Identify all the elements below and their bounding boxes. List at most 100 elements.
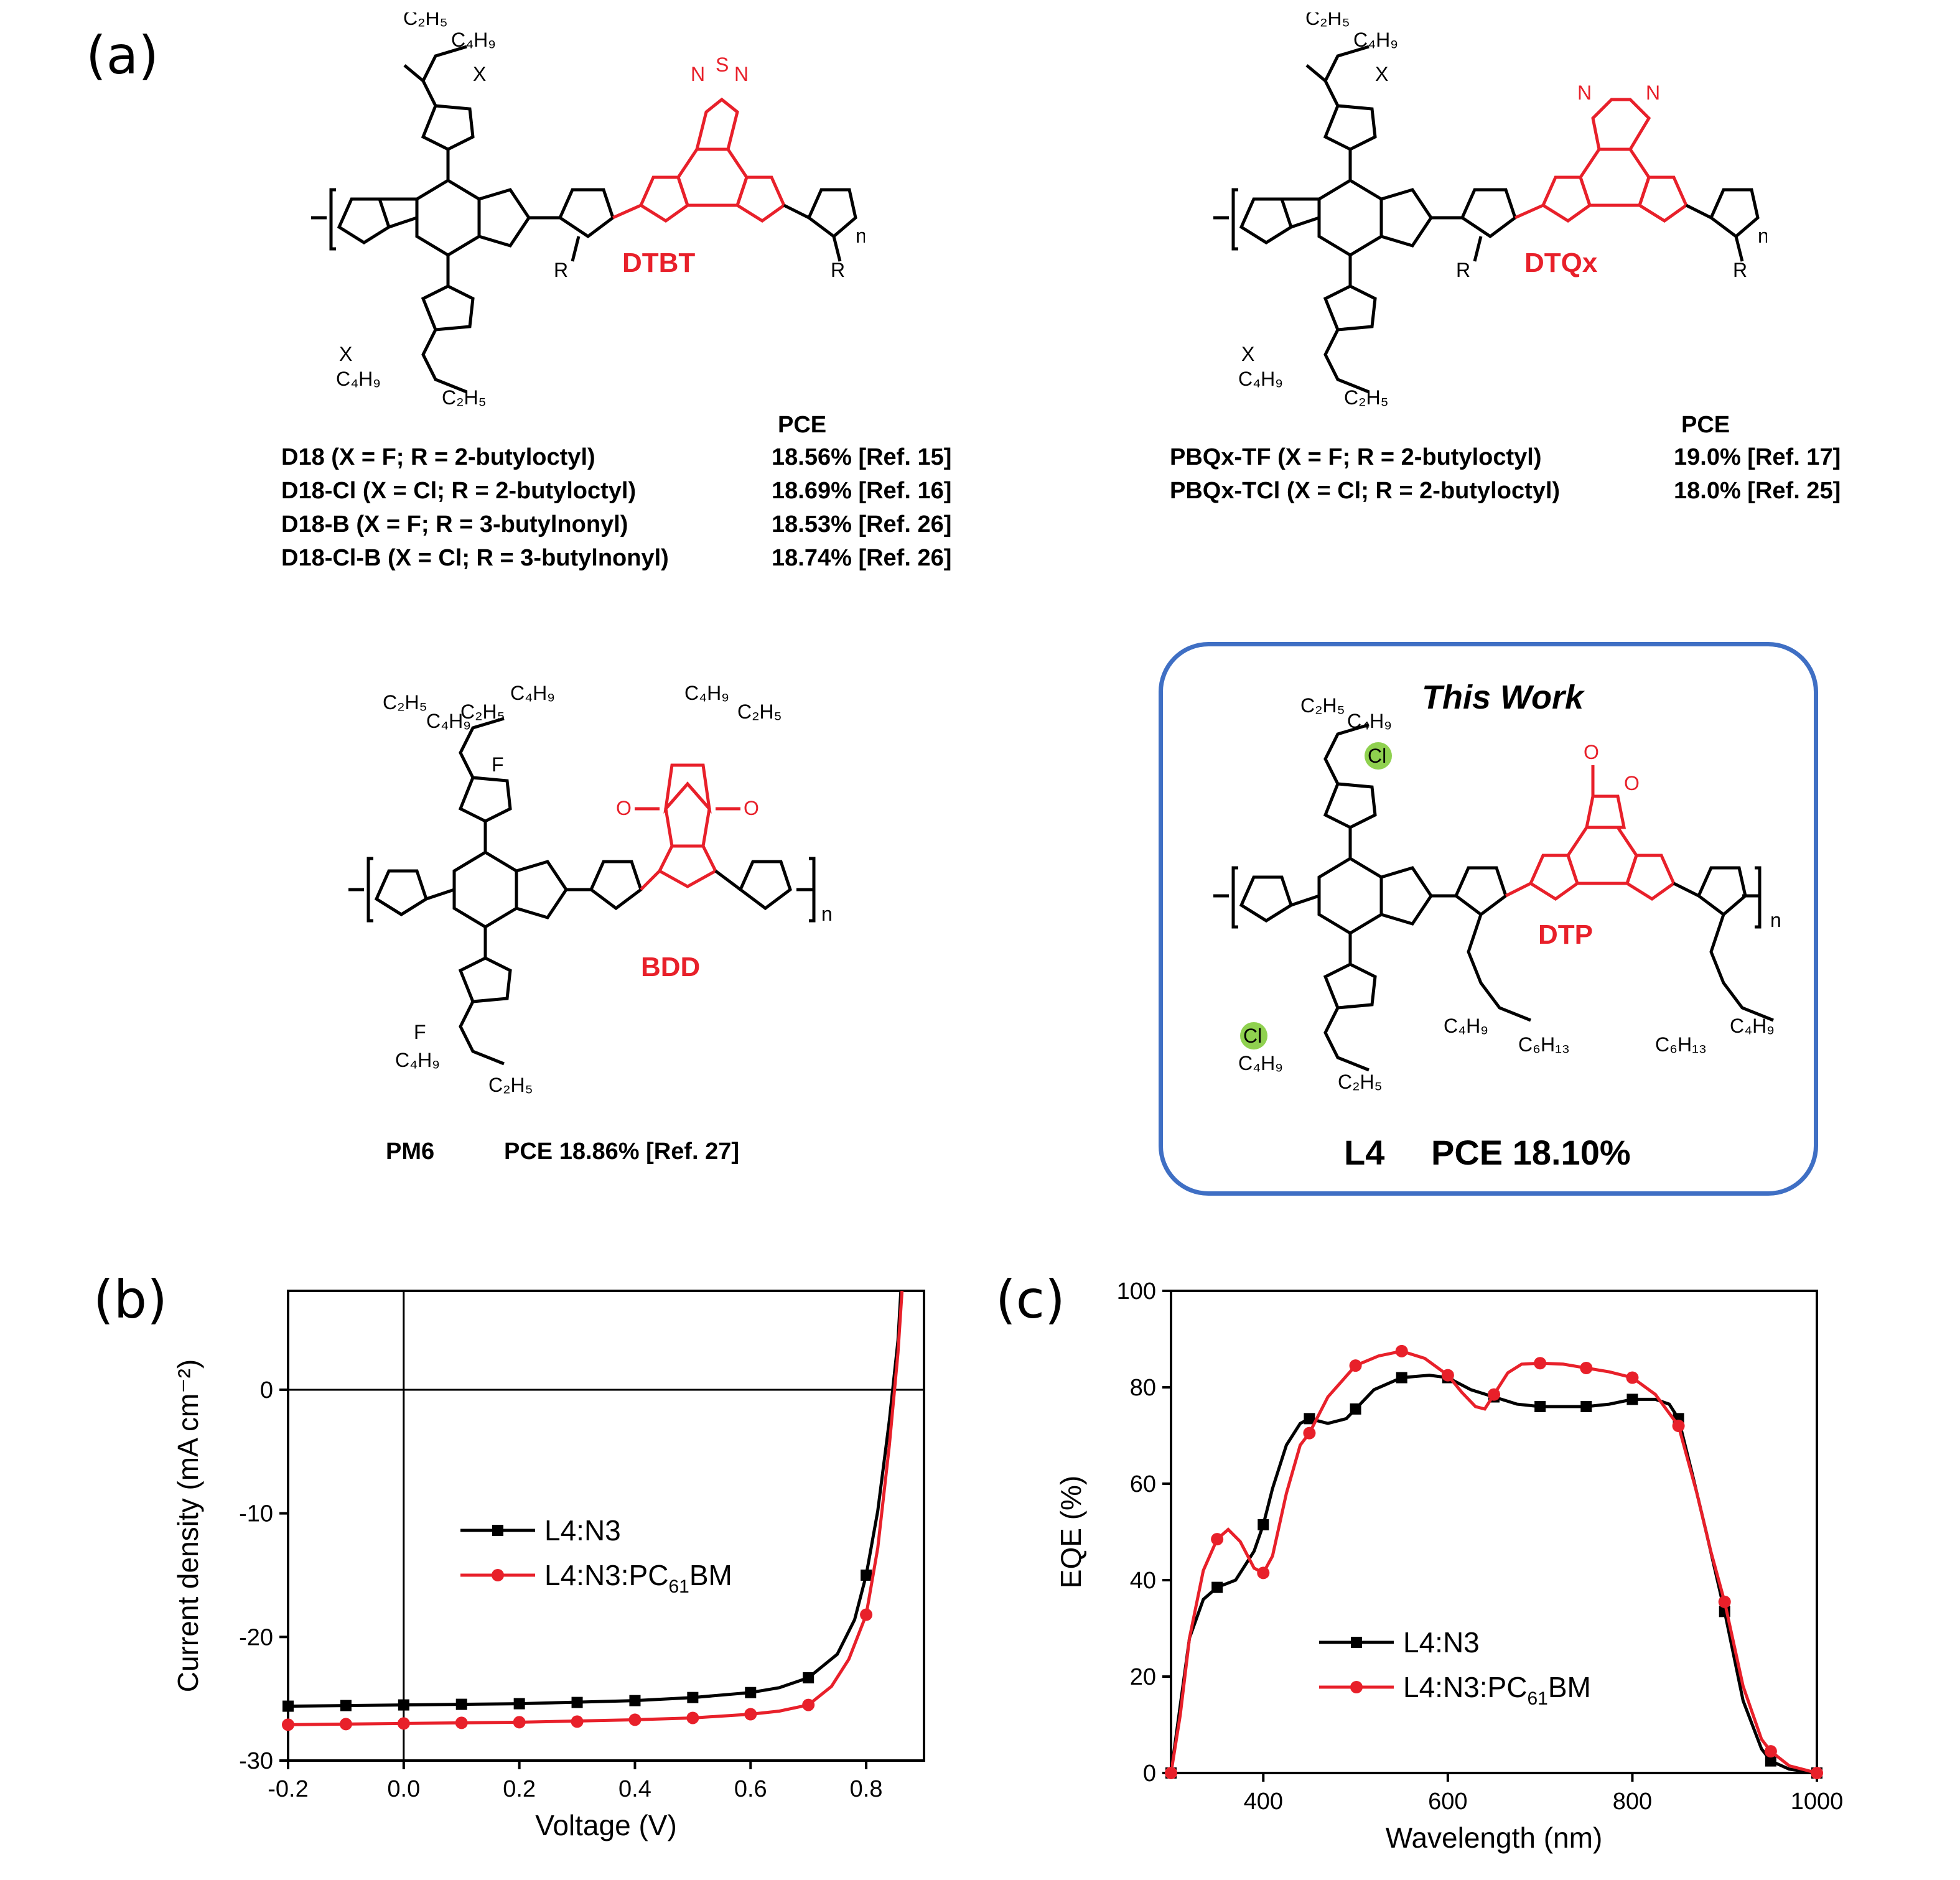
data-point-series-1: [1765, 1755, 1776, 1767]
pbqx-row-1-pce: 19.0% [Ref. 17]: [1674, 444, 1841, 470]
pm6-caption-pce: PCE 18.86% [Ref. 27]: [504, 1138, 740, 1165]
data-point-series-2: [282, 1718, 294, 1731]
data-point-series-1: [1534, 1401, 1546, 1412]
data-point-series-2: [744, 1708, 757, 1721]
d18-row-1-name: D18 (X = F; R = 2-butyloctyl): [281, 444, 595, 470]
x-tick-label: 0.2: [503, 1776, 536, 1802]
x-tick-label: -0.2: [268, 1776, 308, 1802]
d18-row-3-name: D18-B (X = F; R = 3-butylnonyl): [281, 511, 628, 537]
pm6-caption-name: PM6: [386, 1138, 435, 1165]
y-tick-label: 60: [1130, 1471, 1156, 1497]
d18-pce-header: PCE: [778, 412, 827, 438]
data-point-series-2: [1303, 1426, 1316, 1440]
data-point-series-1: [282, 1700, 294, 1712]
data-point-series-2: [1211, 1533, 1224, 1546]
pbqx-pce-header: PCE: [1681, 412, 1730, 438]
data-point-series-2: [1441, 1369, 1454, 1382]
data-point-series-1: [398, 1699, 409, 1711]
svg-text:X: X: [473, 63, 486, 85]
x-axis-label: Wavelength (nm): [1386, 1822, 1603, 1854]
data-point-series-1: [1580, 1401, 1592, 1412]
svg-text:C₄H₉: C₄H₉: [684, 682, 729, 704]
svg-text:C₂H₅: C₂H₅: [737, 700, 782, 723]
svg-text:C₄H₉: C₄H₉: [1347, 710, 1392, 732]
legend-marker-1: [1351, 1637, 1362, 1648]
d18-row-1-pce: 18.56% [Ref. 15]: [772, 444, 952, 470]
legend-marker-2: [492, 1569, 504, 1581]
data-point-series-2: [860, 1608, 873, 1621]
svg-text:C₄H₉: C₄H₉: [395, 1049, 440, 1071]
data-point-series-1: [1211, 1581, 1223, 1593]
data-point-series-1: [803, 1672, 814, 1683]
this-work-box: [1159, 642, 1818, 1196]
svg-text:n: n: [1758, 225, 1767, 247]
data-point-series-1: [629, 1695, 641, 1706]
panel-label-b: (b): [93, 1269, 167, 1330]
data-point-series-2: [1395, 1344, 1408, 1357]
pbqx-row-2-pce: 18.0% [Ref. 25]: [1674, 478, 1841, 504]
data-point-series-2: [686, 1711, 699, 1724]
data-point-series-1: [455, 1698, 467, 1710]
data-point-series-1: [571, 1696, 583, 1708]
svg-text:R: R: [831, 259, 845, 281]
data-point-series-2: [571, 1715, 584, 1728]
d18-row-2-pce: 18.69% [Ref. 16]: [772, 478, 952, 504]
legend-label-1: L4:N3: [544, 1514, 621, 1547]
svg-text:C₂H₅: C₂H₅: [488, 1074, 533, 1096]
panel-label-c: (c): [996, 1269, 1065, 1330]
this-work-title: This Work: [1422, 679, 1584, 716]
svg-text:Cl: Cl: [1368, 745, 1386, 767]
data-point-series-2: [802, 1698, 815, 1711]
data-point-series-2: [1488, 1388, 1500, 1401]
svg-text:N: N: [734, 63, 749, 85]
l4-unit-label: DTP: [1538, 919, 1593, 950]
x-tick-label: 0.8: [850, 1776, 883, 1802]
y-tick-label: 0: [1143, 1761, 1156, 1787]
data-point-series-1: [513, 1698, 525, 1710]
svg-text:C₂H₅: C₂H₅: [1305, 12, 1350, 29]
data-point-series-1: [861, 1569, 872, 1581]
pm6-unit-label: BDD: [641, 952, 701, 982]
svg-text:C₂H₅: C₂H₅: [403, 12, 448, 29]
y-tick-label: 40: [1130, 1568, 1156, 1594]
data-point-series-2: [1257, 1566, 1270, 1580]
svg-text:C₄H₉: C₄H₉: [1238, 368, 1283, 390]
svg-text:X: X: [1241, 343, 1254, 365]
x-tick-label: 400: [1244, 1789, 1283, 1815]
l4-caption-pce: PCE 18.10%: [1431, 1133, 1631, 1172]
svg-text:C₄H₉: C₄H₉: [1238, 1052, 1283, 1074]
y-axis-label: EQE (%): [1055, 1476, 1087, 1588]
data-point-series-1: [1350, 1403, 1361, 1415]
data-point-series-2: [1349, 1359, 1362, 1372]
d18-row-4-name: D18-Cl-B (X = Cl; R = 3-butylnonyl): [281, 545, 669, 571]
y-tick-label: 80: [1130, 1375, 1156, 1401]
y-tick-label: -10: [239, 1501, 273, 1527]
svg-text:n: n: [821, 903, 833, 925]
x-axis-label: Voltage (V): [535, 1809, 677, 1841]
x-tick-label: 800: [1613, 1789, 1652, 1815]
x-tick-label: 1000: [1791, 1789, 1844, 1815]
series-line-2: [1171, 1349, 1817, 1773]
data-point-series-2: [397, 1717, 410, 1730]
jv-chart: -0.2 0.0 0.2 0.4 0.6 0.8 -30 -20 -10 0 Voltage (V)…: [172, 1290, 925, 1841]
svg-text:C₂H₅: C₂H₅: [460, 700, 505, 723]
data-point-series-1: [1396, 1372, 1407, 1384]
svg-text:C₂H₅: C₂H₅: [1300, 697, 1345, 717]
svg-text:C₄H₉: C₄H₉: [510, 682, 555, 704]
data-point-series-2: [455, 1716, 468, 1729]
d18-row-4-pce: 18.74% [Ref. 26]: [772, 545, 952, 571]
svg-text:C₄H₉: C₄H₉: [451, 29, 496, 51]
data-point-series-2: [1580, 1362, 1593, 1374]
svg-text:Cl: Cl: [1243, 1025, 1262, 1047]
data-point-series-1: [1258, 1519, 1269, 1530]
d18-row-2-name: D18-Cl (X = Cl; R = 2-butyloctyl): [281, 478, 637, 504]
legend-label-1: L4:N3: [1403, 1626, 1480, 1659]
svg-text:F: F: [492, 753, 504, 776]
x-tick-label: 0.6: [734, 1776, 767, 1802]
svg-text:X: X: [1375, 63, 1388, 85]
data-point-series-2: [1165, 1767, 1177, 1779]
svg-text:O: O: [1624, 772, 1640, 794]
svg-text:C₄H₉: C₄H₉: [1353, 29, 1398, 51]
svg-text:N: N: [1646, 81, 1660, 104]
